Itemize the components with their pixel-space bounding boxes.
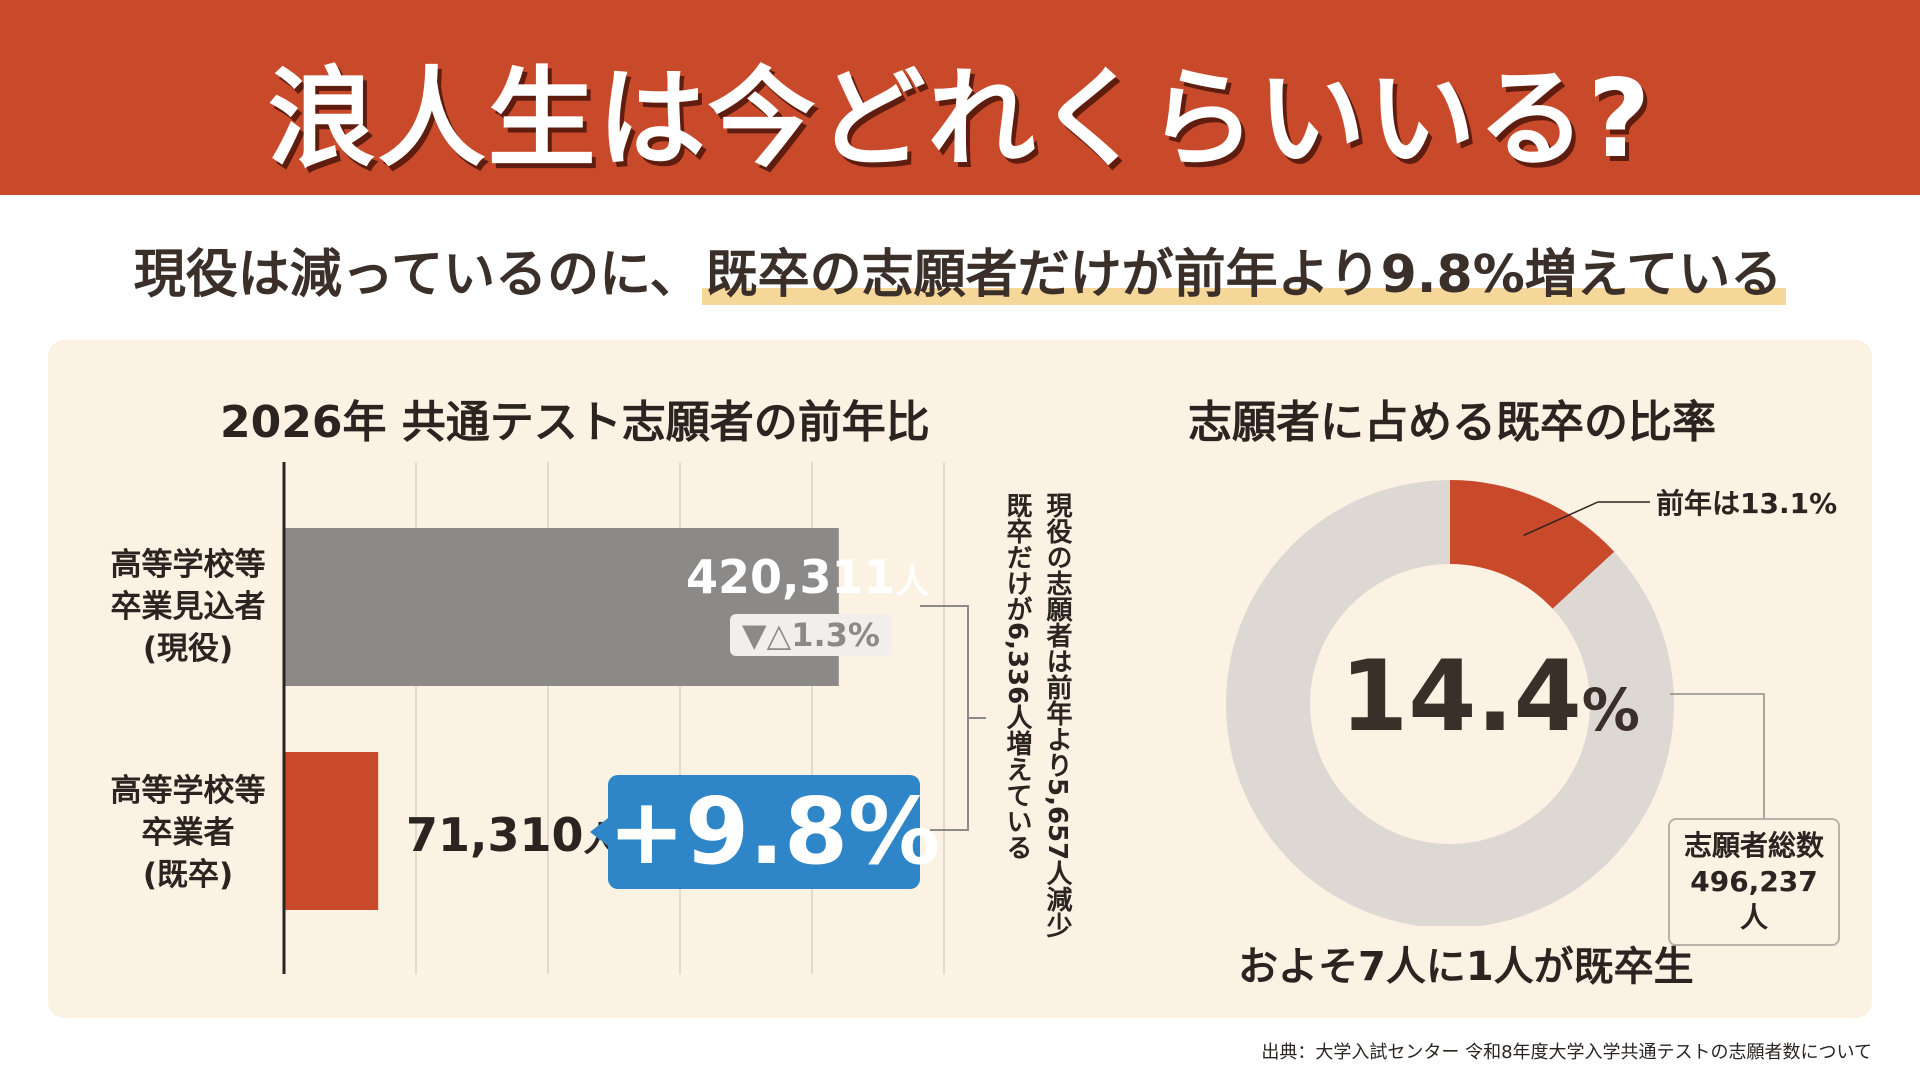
total-applicants-value: 496,237人	[1690, 865, 1818, 934]
bar-chart-title: 2026年 共通テスト志願者の前年比	[220, 397, 930, 448]
category-label-current: 高等学校等 卒業見込者 (現役)	[88, 544, 288, 670]
page-subtitle: 現役は減っているのに、既卒の志願者だけが前年より9.8%増えている	[0, 232, 1920, 307]
donut-center-number: 14.4	[1340, 640, 1582, 754]
donut-slice-previous-year	[1450, 480, 1615, 609]
total-leader-line	[1670, 693, 1765, 818]
category-label-line: 高等学校等	[110, 773, 266, 809]
donut-chart-title: 志願者に占める既卒の比率	[1188, 397, 1716, 448]
category-label-line: 高等学校等	[110, 547, 266, 583]
total-applicants-box: 志願者総数 496,237人	[1668, 818, 1840, 946]
donut-chart	[1226, 480, 1765, 926]
header-banner: 浪人生は今どれくらいいる?	[0, 0, 1920, 195]
callout-pointer	[590, 818, 608, 846]
graduate-change-callout: +9.8%	[608, 775, 940, 889]
category-label-line: 卒業者	[141, 815, 235, 851]
bar-graduate	[284, 752, 379, 910]
current-value-number: 420,311	[686, 550, 896, 604]
previous-year-leader-line	[1523, 501, 1650, 537]
category-label-line: (既卒)	[142, 857, 234, 893]
bar-annotation: 現役の志願者は前年より5,657人減少 既卒だけが6,336人増えている	[997, 492, 1077, 938]
bar-chart	[282, 462, 986, 974]
graduate-value-label: 71,310人	[406, 808, 618, 862]
category-label-line: 卒業見込者	[110, 589, 266, 625]
previous-year-label: 前年は13.1%	[1656, 487, 1838, 520]
donut-slice-rest	[1226, 480, 1674, 926]
current-value-label: 420,311人	[686, 550, 930, 604]
bar-current	[284, 528, 839, 686]
annotation-line: 現役の志願者は前年より5,657人減少	[1042, 492, 1072, 939]
total-applicants-label: 志願者総数	[1684, 829, 1825, 862]
graduate-value-number: 71,310	[406, 808, 584, 862]
subtitle-lead: 現役は減っているのに、	[133, 245, 702, 305]
subtitle-highlight: 既卒の志願者だけが前年より9.8%増えている	[701, 245, 1787, 305]
source-note: 出典：大学入試センター 令和8年度大学入学共通テストの志願者数について	[1261, 1042, 1872, 1063]
category-label-line: (現役)	[142, 631, 234, 667]
donut-center-unit: %	[1581, 676, 1640, 744]
category-label-graduate: 高等学校等 卒業者 (既卒)	[88, 770, 288, 896]
current-value-unit: 人	[895, 562, 930, 602]
page-title: 浪人生は今どれくらいいる?	[267, 57, 1653, 182]
annotation-line: 既卒だけが6,336人増えている	[1002, 492, 1032, 861]
donut-center-value: 14.4%	[1340, 640, 1640, 754]
ratio-note: およそ7人に1人が既卒生	[1238, 944, 1694, 990]
current-change-badge: ▼△1.3%	[730, 614, 892, 656]
